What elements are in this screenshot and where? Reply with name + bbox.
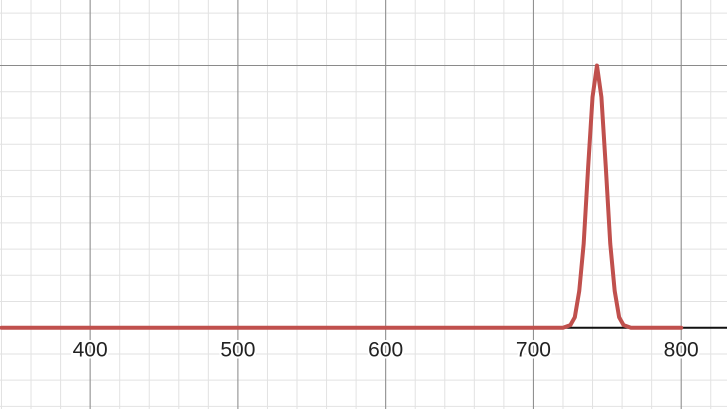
curve xyxy=(0,63,684,330)
x-tick-label: 500 xyxy=(220,338,255,361)
x-tick-label: 700 xyxy=(516,338,551,361)
x-tick-label: 400 xyxy=(73,338,108,361)
x-tick-label: 600 xyxy=(368,338,403,361)
x-tick-label: 800 xyxy=(664,338,699,361)
